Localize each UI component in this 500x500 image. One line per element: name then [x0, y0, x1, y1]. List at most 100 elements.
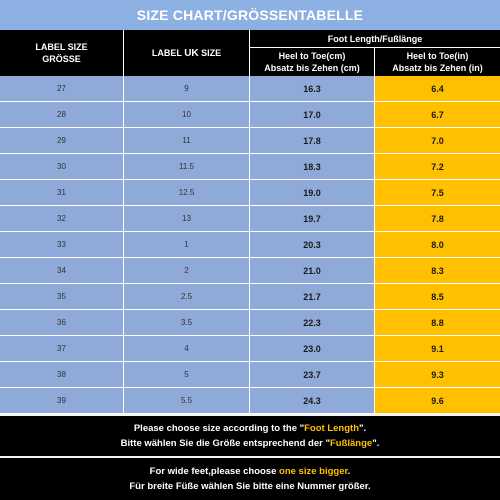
- inch-cell: 8.0: [375, 232, 500, 257]
- table-row: 30 11.5 18.3 7.2: [0, 154, 500, 180]
- header-in: Heel to Toe(in) Absatz bis Zehen (in): [375, 48, 500, 76]
- uk-size-cell: 9: [124, 76, 250, 101]
- foot-length-notice-de: Bitte wählen Sie die Größe entsprechend …: [121, 436, 380, 451]
- header-foot-length-text: Foot Length/Fußlänge: [327, 33, 423, 44]
- inch-cell: 8.3: [375, 258, 500, 283]
- wide-en-pre: For wide feet,please choose: [149, 466, 280, 477]
- table-row: 27 9 16.3 6.4: [0, 76, 500, 102]
- foot-length-notice: Please choose size according to the "Foo…: [0, 416, 500, 456]
- header-in-line2: Absatz bis Zehen (in): [392, 63, 483, 73]
- inch-cell: 6.4: [375, 76, 500, 101]
- cm-cell: 18.3: [250, 154, 375, 179]
- notice-de-highlight: Fußlänge: [329, 438, 373, 449]
- inch-cell: 9.1: [375, 336, 500, 361]
- table-row: 33 1 20.3 8.0: [0, 232, 500, 258]
- cm-cell: 20.3: [250, 232, 375, 257]
- cm-cell: 17.0: [250, 102, 375, 127]
- label-size-cell: 36: [0, 310, 124, 335]
- label-size-cell: 28: [0, 102, 124, 127]
- header-uk-size: LABEL UK SIZE: [124, 30, 250, 76]
- wide-feet-notice: For wide feet,please choose one size big…: [0, 458, 500, 500]
- wide-feet-notice-de: Für breite Füße wählen Sie bitte eine Nu…: [129, 481, 371, 492]
- notice-de-pre: Bitte wählen Sie die Größe entsprechend …: [120, 438, 330, 449]
- cm-cell: 17.8: [250, 128, 375, 153]
- uk-size-cell: 2.5: [124, 284, 250, 309]
- chart-title: SIZE CHART/GRÖSSENTABELLE: [0, 0, 500, 30]
- notice-en-post: ".: [359, 423, 367, 434]
- header-label-size-line2: GRÖSSE: [42, 54, 81, 64]
- table-row: 35 2.5 21.7 8.5: [0, 284, 500, 310]
- uk-size-cell: 11.5: [124, 154, 250, 179]
- header-uk-size-bold: UK: [184, 47, 199, 59]
- header-in-line1: Heel to Toe(in): [406, 51, 469, 61]
- table-header: LABEL SIZE GRÖSSE LABEL UK SIZE Foot Len…: [0, 30, 500, 76]
- header-cm-line1: Heel to Toe(cm): [278, 51, 346, 61]
- cm-cell: 21.0: [250, 258, 375, 283]
- wide-en-post: .: [347, 466, 351, 477]
- inch-cell: 6.7: [375, 102, 500, 127]
- cm-cell: 19.7: [250, 206, 375, 231]
- uk-size-cell: 10: [124, 102, 250, 127]
- label-size-cell: 35: [0, 284, 124, 309]
- label-size-cell: 29: [0, 128, 124, 153]
- label-size-cell: 34: [0, 258, 124, 283]
- header-uk-size-pre: LABEL: [151, 47, 185, 58]
- wide-feet-notice-en: For wide feet,please choose one size big…: [150, 464, 351, 479]
- table-row: 28 10 17.0 6.7: [0, 102, 500, 128]
- table-row: 36 3.5 22.3 8.8: [0, 310, 500, 336]
- table-row: 37 4 23.0 9.1: [0, 336, 500, 362]
- inch-cell: 9.3: [375, 362, 500, 387]
- inch-cell: 7.2: [375, 154, 500, 179]
- inch-cell: 8.8: [375, 310, 500, 335]
- cm-cell: 19.0: [250, 180, 375, 205]
- header-foot-length: Foot Length/Fußlänge: [250, 30, 500, 48]
- cm-cell: 21.7: [250, 284, 375, 309]
- uk-size-cell: 5: [124, 362, 250, 387]
- header-cm: Heel to Toe(cm) Absatz bis Zehen (cm): [250, 48, 375, 76]
- uk-size-cell: 12.5: [124, 180, 250, 205]
- inch-cell: 8.5: [375, 284, 500, 309]
- uk-size-cell: 3.5: [124, 310, 250, 335]
- cm-cell: 23.0: [250, 336, 375, 361]
- inch-cell: 7.0: [375, 128, 500, 153]
- label-size-cell: 27: [0, 76, 124, 101]
- uk-size-cell: 13: [124, 206, 250, 231]
- table-row: 29 11 17.8 7.0: [0, 128, 500, 154]
- uk-size-cell: 1: [124, 232, 250, 257]
- table-row: 34 2 21.0 8.3: [0, 258, 500, 284]
- inch-cell: 9.6: [375, 388, 500, 413]
- label-size-cell: 37: [0, 336, 124, 361]
- chart-title-text: SIZE CHART/GRÖSSENTABELLE: [136, 7, 364, 23]
- table-row: 38 5 23.7 9.3: [0, 362, 500, 388]
- label-size-cell: 39: [0, 388, 124, 413]
- notice-en-pre: Please choose size according to the ": [133, 423, 305, 434]
- label-size-cell: 38: [0, 362, 124, 387]
- table-row: 32 13 19.7 7.8: [0, 206, 500, 232]
- uk-size-cell: 2: [124, 258, 250, 283]
- header-uk-size-post: SIZE: [198, 47, 222, 58]
- label-size-cell: 30: [0, 154, 124, 179]
- cm-cell: 22.3: [250, 310, 375, 335]
- uk-size-cell: 5.5: [124, 388, 250, 413]
- header-label-size-line1: LABEL SIZE: [35, 42, 88, 52]
- table-row: 39 5.5 24.3 9.6: [0, 388, 500, 414]
- table-row: 31 12.5 19.0 7.5: [0, 180, 500, 206]
- uk-size-cell: 11: [124, 128, 250, 153]
- label-size-cell: 32: [0, 206, 124, 231]
- inch-cell: 7.5: [375, 180, 500, 205]
- header-cm-line2: Absatz bis Zehen (cm): [264, 63, 360, 73]
- inch-cell: 7.8: [375, 206, 500, 231]
- wide-en-highlight: one size bigger: [279, 466, 348, 477]
- cm-cell: 24.3: [250, 388, 375, 413]
- cm-cell: 23.7: [250, 362, 375, 387]
- header-label-size: LABEL SIZE GRÖSSE: [0, 30, 124, 76]
- cm-cell: 16.3: [250, 76, 375, 101]
- label-size-cell: 31: [0, 180, 124, 205]
- foot-length-notice-en: Please choose size according to the "Foo…: [134, 421, 366, 436]
- uk-size-cell: 4: [124, 336, 250, 361]
- header-uk-size-text: LABEL UK SIZE: [152, 47, 221, 60]
- notice-en-highlight: Foot Length: [304, 423, 359, 434]
- table-body: 27 9 16.3 6.4 28 10 17.0 6.7 29 11 17.8 …: [0, 76, 500, 414]
- label-size-cell: 33: [0, 232, 124, 257]
